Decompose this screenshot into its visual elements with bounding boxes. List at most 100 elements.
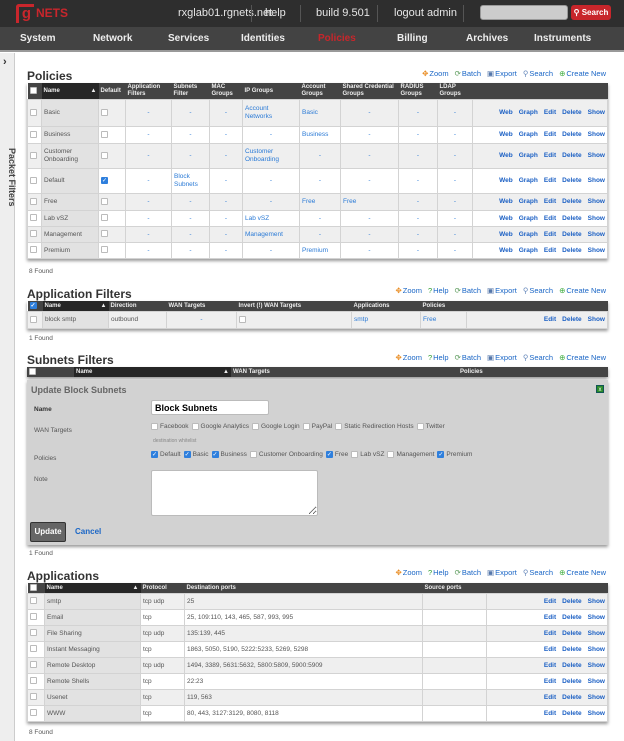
graph-link[interactable]: Graph <box>518 131 538 138</box>
export-tool-link[interactable]: ▣Export <box>487 69 517 78</box>
column-header[interactable]: Source ports <box>422 583 487 594</box>
checkbox[interactable] <box>251 423 259 430</box>
show-link[interactable]: Show <box>587 246 605 254</box>
cancel-link[interactable]: Cancel <box>75 527 102 536</box>
edit-link[interactable]: Edit <box>543 198 557 205</box>
delete-link[interactable]: Delete <box>562 661 582 669</box>
edit-link[interactable]: Edit <box>543 177 557 184</box>
column-header[interactable]: Direction <box>108 301 167 312</box>
logout-link[interactable]: logout admin <box>394 7 457 19</box>
row-checkbox[interactable] <box>30 693 37 701</box>
column-header[interactable]: Applications <box>351 301 421 312</box>
create-tool-link[interactable]: ⊕Create New <box>559 568 606 577</box>
show-link[interactable]: Show <box>587 693 605 701</box>
row-checkbox[interactable] <box>30 130 37 138</box>
create-tool-link[interactable]: ⊕Create New <box>559 353 606 362</box>
checkbox[interactable]: ✓ <box>437 451 445 458</box>
rg-nets-logo[interactable]: g NETS <box>16 3 68 23</box>
show-link[interactable]: Show <box>587 613 605 621</box>
link[interactable]: Free <box>423 316 437 324</box>
link[interactable]: Customer Onboarding <box>245 148 279 163</box>
delete-link[interactable]: Delete <box>562 316 582 324</box>
global-search-input[interactable] <box>480 5 568 20</box>
row-checkbox[interactable] <box>30 197 37 205</box>
nav-services[interactable]: Services <box>168 33 210 44</box>
chevron-right-icon[interactable]: › <box>3 56 7 68</box>
graph-link[interactable]: Graph <box>518 177 538 184</box>
link[interactable]: Free <box>302 198 316 205</box>
show-link[interactable]: Show <box>587 597 605 605</box>
select-all-checkbox[interactable] <box>27 367 74 378</box>
delete-link[interactable]: Delete <box>562 109 582 116</box>
close-icon[interactable]: x <box>596 385 604 393</box>
delete-link[interactable]: Delete <box>562 693 582 701</box>
edit-link[interactable]: Edit <box>543 214 557 222</box>
create-tool-link[interactable]: ⊕Create New <box>559 286 606 295</box>
default-checkbox[interactable] <box>101 108 108 116</box>
show-link[interactable]: Show <box>587 152 605 159</box>
nav-billing[interactable]: Billing <box>397 33 428 44</box>
column-header[interactable]: Destination ports <box>184 583 423 594</box>
edit-link[interactable]: Edit <box>543 230 557 238</box>
column-header[interactable]: Name ▲ <box>74 367 231 378</box>
row-checkbox[interactable] <box>30 151 37 159</box>
delete-link[interactable]: Delete <box>562 230 582 238</box>
note-textarea[interactable] <box>151 470 318 516</box>
search-tool-link[interactable]: ⚲Search <box>522 568 554 577</box>
create-tool-link[interactable]: ⊕Create New <box>559 69 606 78</box>
show-link[interactable]: Show <box>587 109 605 116</box>
link[interactable]: smtp <box>354 316 369 324</box>
checkbox[interactable] <box>302 423 310 430</box>
option-management[interactable]: Management <box>387 451 434 458</box>
select-all-checkbox[interactable] <box>27 583 45 594</box>
web-link[interactable]: Web <box>499 246 513 254</box>
edit-link[interactable]: Edit <box>543 709 557 717</box>
column-header[interactable]: Policies <box>420 301 467 312</box>
default-checkbox[interactable]: ✓ <box>101 176 108 184</box>
edit-link[interactable]: Edit <box>543 693 557 701</box>
row-checkbox[interactable] <box>30 108 37 116</box>
graph-link[interactable]: Graph <box>518 198 538 205</box>
graph-link[interactable]: Graph <box>518 230 538 238</box>
show-link[interactable]: Show <box>587 177 605 184</box>
nav-network[interactable]: Network <box>93 33 133 44</box>
checkbox[interactable]: ✓ <box>151 451 158 458</box>
default-checkbox[interactable] <box>101 130 108 138</box>
checkbox[interactable] <box>191 423 199 430</box>
global-search-button[interactable]: ⚲ Search <box>571 5 611 20</box>
link[interactable]: Basic <box>302 109 318 116</box>
option-google-login[interactable]: Google Login <box>251 423 300 430</box>
row-checkbox[interactable] <box>30 645 37 653</box>
column-header[interactable]: MAC Groups <box>209 83 243 100</box>
checkbox[interactable] <box>351 451 359 458</box>
row-checkbox[interactable] <box>30 709 37 717</box>
checkbox[interactable] <box>387 451 395 458</box>
delete-link[interactable]: Delete <box>562 597 582 605</box>
link[interactable]: Account Networks <box>245 105 273 120</box>
web-link[interactable]: Web <box>499 177 513 184</box>
delete-link[interactable]: Delete <box>562 198 582 205</box>
option-twitter[interactable]: Twitter <box>416 423 445 430</box>
delete-link[interactable]: Delete <box>562 645 582 653</box>
checkbox[interactable]: ✓ <box>325 451 333 458</box>
option-paypal[interactable]: PayPal <box>302 423 332 430</box>
checkbox[interactable]: ✓ <box>211 451 219 458</box>
graph-link[interactable]: Graph <box>518 214 538 222</box>
batch-tool-link[interactable]: ⟳Batch <box>454 568 482 577</box>
delete-link[interactable]: Delete <box>562 709 582 717</box>
nav-archives[interactable]: Archives <box>466 33 509 44</box>
edit-link[interactable]: Edit <box>543 109 557 116</box>
column-header[interactable]: Account Groups <box>299 83 341 100</box>
graph-link[interactable]: Graph <box>518 152 538 159</box>
search-tool-link[interactable]: ⚲Search <box>522 69 554 78</box>
row-checkbox[interactable] <box>30 597 37 605</box>
column-header[interactable]: Name ▲ <box>41 83 99 100</box>
column-header[interactable]: RADIUS Groups <box>398 83 438 100</box>
zoom-tool-link[interactable]: ✥Zoom <box>422 69 449 78</box>
delete-link[interactable]: Delete <box>562 613 582 621</box>
default-checkbox[interactable] <box>101 214 108 222</box>
nav-policies[interactable]: Policies <box>318 33 356 44</box>
row-checkbox[interactable] <box>30 214 37 222</box>
batch-tool-link[interactable]: ⟳Batch <box>454 69 482 78</box>
column-header[interactable]: Policies <box>458 367 608 378</box>
